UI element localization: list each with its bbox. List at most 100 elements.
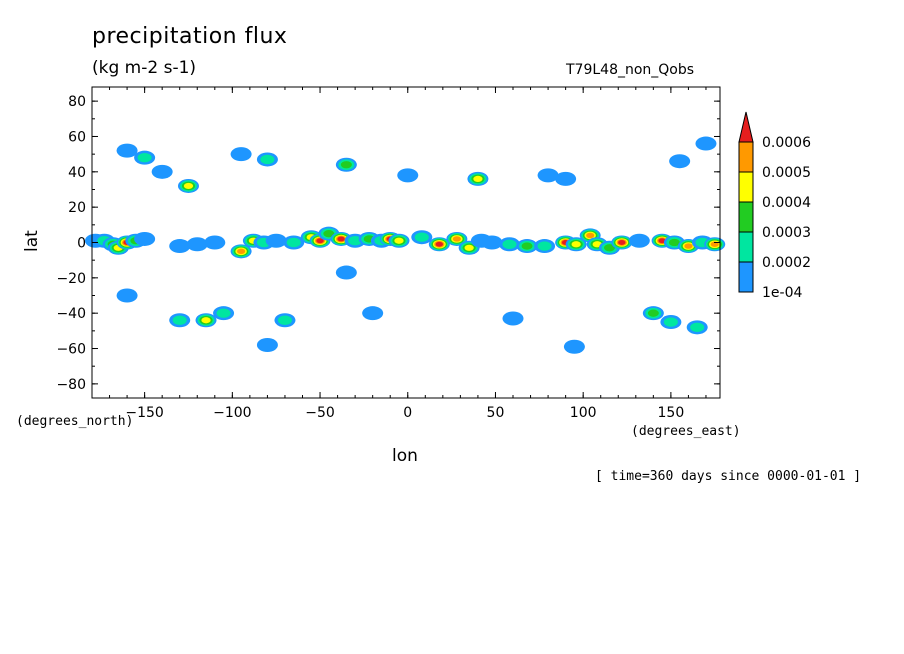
contour-level-5 bbox=[316, 238, 324, 244]
y-axis-units: (degrees_north) bbox=[16, 414, 134, 429]
contour-level-3 bbox=[201, 317, 211, 324]
contour-level-2 bbox=[647, 309, 659, 317]
y-tick-label: −60 bbox=[56, 342, 86, 358]
contour-level-1 bbox=[537, 241, 552, 251]
precip-cell bbox=[498, 237, 520, 252]
colorbar: 1e-04 0.0002 0.0003 0.0004 0.0005 0.0006 bbox=[738, 111, 811, 301]
plot-subtitle: (kg m-2 s-1) bbox=[92, 58, 197, 78]
time-note: [ time=360 days since 0000-01-01 ] bbox=[595, 469, 862, 484]
x-tick-label: 50 bbox=[487, 405, 505, 421]
precip-cell bbox=[169, 239, 191, 254]
colorbar-label: 0.0004 bbox=[762, 195, 811, 211]
contour-level-0 bbox=[502, 311, 524, 326]
precip-cell bbox=[256, 337, 278, 352]
contour-level-0 bbox=[397, 168, 419, 183]
contour-level-0 bbox=[134, 231, 156, 246]
precip-cell bbox=[467, 171, 489, 186]
precip-cell bbox=[534, 239, 556, 254]
precip-cell bbox=[428, 237, 450, 252]
contour-level-0 bbox=[265, 233, 287, 248]
contour-level-0 bbox=[669, 154, 691, 169]
contour-level-0 bbox=[555, 171, 577, 186]
axes: −150 −100 −50 0 50 100 150 80 60 40 20 0 −20 −40 −60 −8… bbox=[56, 87, 720, 421]
precip-cell bbox=[537, 168, 559, 183]
precip-cell bbox=[256, 152, 278, 167]
run-name: T79L48_non_Qobs bbox=[566, 62, 695, 78]
y-tick-label: 0 bbox=[77, 236, 86, 252]
contour-level-3 bbox=[394, 237, 404, 244]
contour-level-0 bbox=[481, 235, 503, 250]
precip-cell bbox=[151, 164, 173, 179]
precip-cell bbox=[516, 239, 538, 254]
precip-cell bbox=[134, 231, 156, 246]
contour-level-1 bbox=[663, 317, 678, 327]
colorbar-swatch bbox=[738, 141, 754, 173]
contour-level-1 bbox=[260, 154, 275, 165]
contour-level-5 bbox=[435, 241, 444, 247]
precip-cell bbox=[195, 313, 217, 328]
contour-level-3 bbox=[183, 182, 194, 190]
colorbar-label: 0.0002 bbox=[762, 255, 811, 271]
precip-cell bbox=[611, 235, 633, 250]
precip-cell bbox=[362, 306, 384, 321]
precip-cell bbox=[695, 136, 717, 151]
colorbar-label: 1e-04 bbox=[762, 285, 802, 301]
contour-level-5 bbox=[337, 236, 345, 242]
precip-cell bbox=[628, 233, 650, 248]
precip-cell bbox=[230, 244, 252, 259]
colorbar-label: 0.0005 bbox=[762, 165, 811, 181]
contour-level-2 bbox=[323, 229, 335, 238]
contour-level-1 bbox=[216, 308, 231, 318]
colorbar-swatch bbox=[738, 261, 754, 293]
precip-cell bbox=[411, 230, 433, 245]
precip-cell bbox=[116, 288, 138, 303]
x-tick-label: 100 bbox=[570, 405, 597, 421]
contour-level-1 bbox=[172, 315, 187, 325]
y-tick-label: −20 bbox=[56, 271, 86, 287]
x-tick-label: 150 bbox=[658, 405, 685, 421]
contour-level-1 bbox=[690, 322, 705, 333]
precip-cell bbox=[563, 339, 585, 354]
colorbar-label: 0.0003 bbox=[762, 225, 811, 241]
contour-level-4 bbox=[684, 243, 693, 249]
contour-level-0 bbox=[186, 237, 208, 252]
precip-cell bbox=[555, 171, 577, 186]
precip-cell bbox=[660, 315, 682, 330]
precip-cell bbox=[330, 231, 352, 246]
precip-cell bbox=[274, 313, 296, 328]
contour-level-1 bbox=[414, 232, 429, 242]
colorbar-swatch bbox=[738, 171, 754, 203]
contour-level-0 bbox=[695, 136, 717, 151]
y-tick-label: 40 bbox=[68, 165, 86, 181]
precip-cell bbox=[579, 228, 601, 243]
contour-level-5 bbox=[618, 240, 626, 245]
contour-level-0 bbox=[335, 265, 357, 280]
contour-level-0 bbox=[151, 164, 173, 179]
precip-cell bbox=[335, 157, 357, 172]
contour-level-1 bbox=[502, 239, 517, 249]
precip-cell bbox=[502, 311, 524, 326]
contour-level-0 bbox=[537, 168, 559, 183]
contour-level-2 bbox=[603, 244, 615, 252]
colorbar-arrow bbox=[738, 111, 754, 143]
y-tick-label: 60 bbox=[68, 129, 86, 145]
colorbar-swatch bbox=[738, 231, 754, 263]
x-axis-label: lon bbox=[392, 446, 418, 466]
contour-level-2 bbox=[521, 242, 533, 250]
precip-cell bbox=[283, 235, 305, 250]
y-tick-label: 20 bbox=[68, 200, 86, 216]
contour-level-0 bbox=[230, 147, 252, 162]
contour-level-0 bbox=[563, 339, 585, 354]
y-tick-label: −80 bbox=[56, 377, 86, 393]
precip-cell bbox=[565, 237, 587, 252]
precip-cell bbox=[704, 237, 726, 252]
precip-cell bbox=[265, 233, 287, 248]
precip-cell bbox=[177, 178, 199, 193]
contour-level-0 bbox=[256, 337, 278, 352]
contour-level-3 bbox=[571, 241, 581, 248]
precip-cell bbox=[642, 306, 664, 321]
precip-cell bbox=[169, 313, 191, 328]
contour-level-1 bbox=[137, 152, 152, 163]
x-tick-label: 0 bbox=[403, 405, 412, 421]
